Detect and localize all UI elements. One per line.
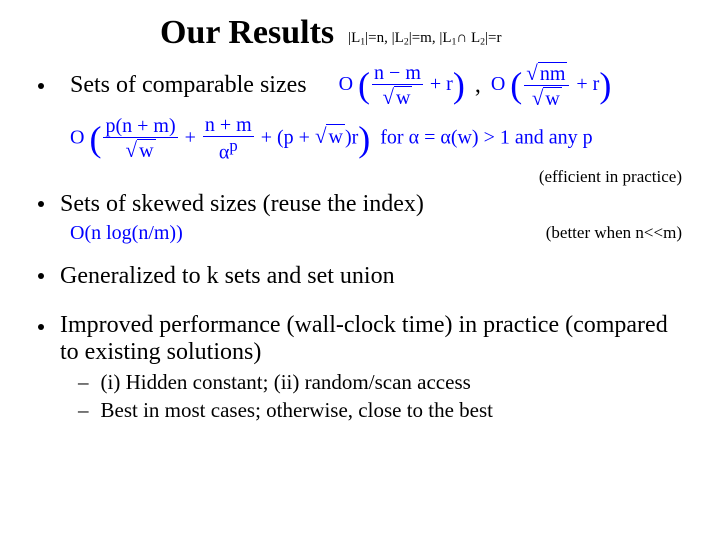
bullet-text: Sets of skewed sizes (reuse the index) (60, 191, 424, 218)
subbullet-text: Best in most cases; otherwise, close to … (101, 398, 494, 423)
header-complexity-note: |L1|=n, |L2|=m, |L1∩ L2|=r (348, 30, 501, 47)
subbullet-best-cases: – Best in most cases; otherwise, close t… (78, 398, 690, 423)
bullet-generalized: Generalized to k sets and set union (38, 263, 690, 290)
bullet-icon (38, 324, 44, 330)
formula-skewed: O(n log(n/m)) (70, 222, 183, 245)
slide: Our Results |L1|=n, |L2|=m, |L1∩ L2|=r S… (0, 0, 720, 436)
bullet-icon (38, 83, 44, 89)
comma: , (475, 72, 481, 99)
formula-comparable-2: O (nmw + r) (491, 62, 612, 109)
bullet-text: Sets of comparable sizes (70, 72, 307, 99)
formula-comparable-1: O (n − mw + r) (339, 63, 465, 108)
note-better: (better when n<<m) (546, 223, 682, 243)
bullet-text: Improved performance (wall-clock time) i… (60, 312, 690, 366)
formula-line-2: O (p(n + m)w + n + mαp + (p + w)r) for α… (70, 115, 690, 163)
title-row: Our Results |L1|=n, |L2|=m, |L1∩ L2|=r (30, 14, 690, 52)
bullet-comparable-sizes: Sets of comparable sizes O (n − mw + r) … (38, 62, 690, 109)
bullet-skewed-sizes: Sets of skewed sizes (reuse the index) (38, 191, 690, 218)
bullet-improved-perf: Improved performance (wall-clock time) i… (38, 312, 690, 366)
bullet-icon (38, 201, 44, 207)
dash-icon: – (78, 398, 89, 423)
bullet-text: Generalized to k sets and set union (60, 263, 395, 290)
slide-title: Our Results (160, 14, 334, 52)
subbullet-text: (i) Hidden constant; (ii) random/scan ac… (101, 370, 471, 395)
note-efficient: (efficient in practice) (539, 167, 682, 187)
dash-icon: – (78, 370, 89, 395)
subbullet-hidden-const: – (i) Hidden constant; (ii) random/scan … (78, 370, 690, 395)
bullet-icon (38, 273, 44, 279)
